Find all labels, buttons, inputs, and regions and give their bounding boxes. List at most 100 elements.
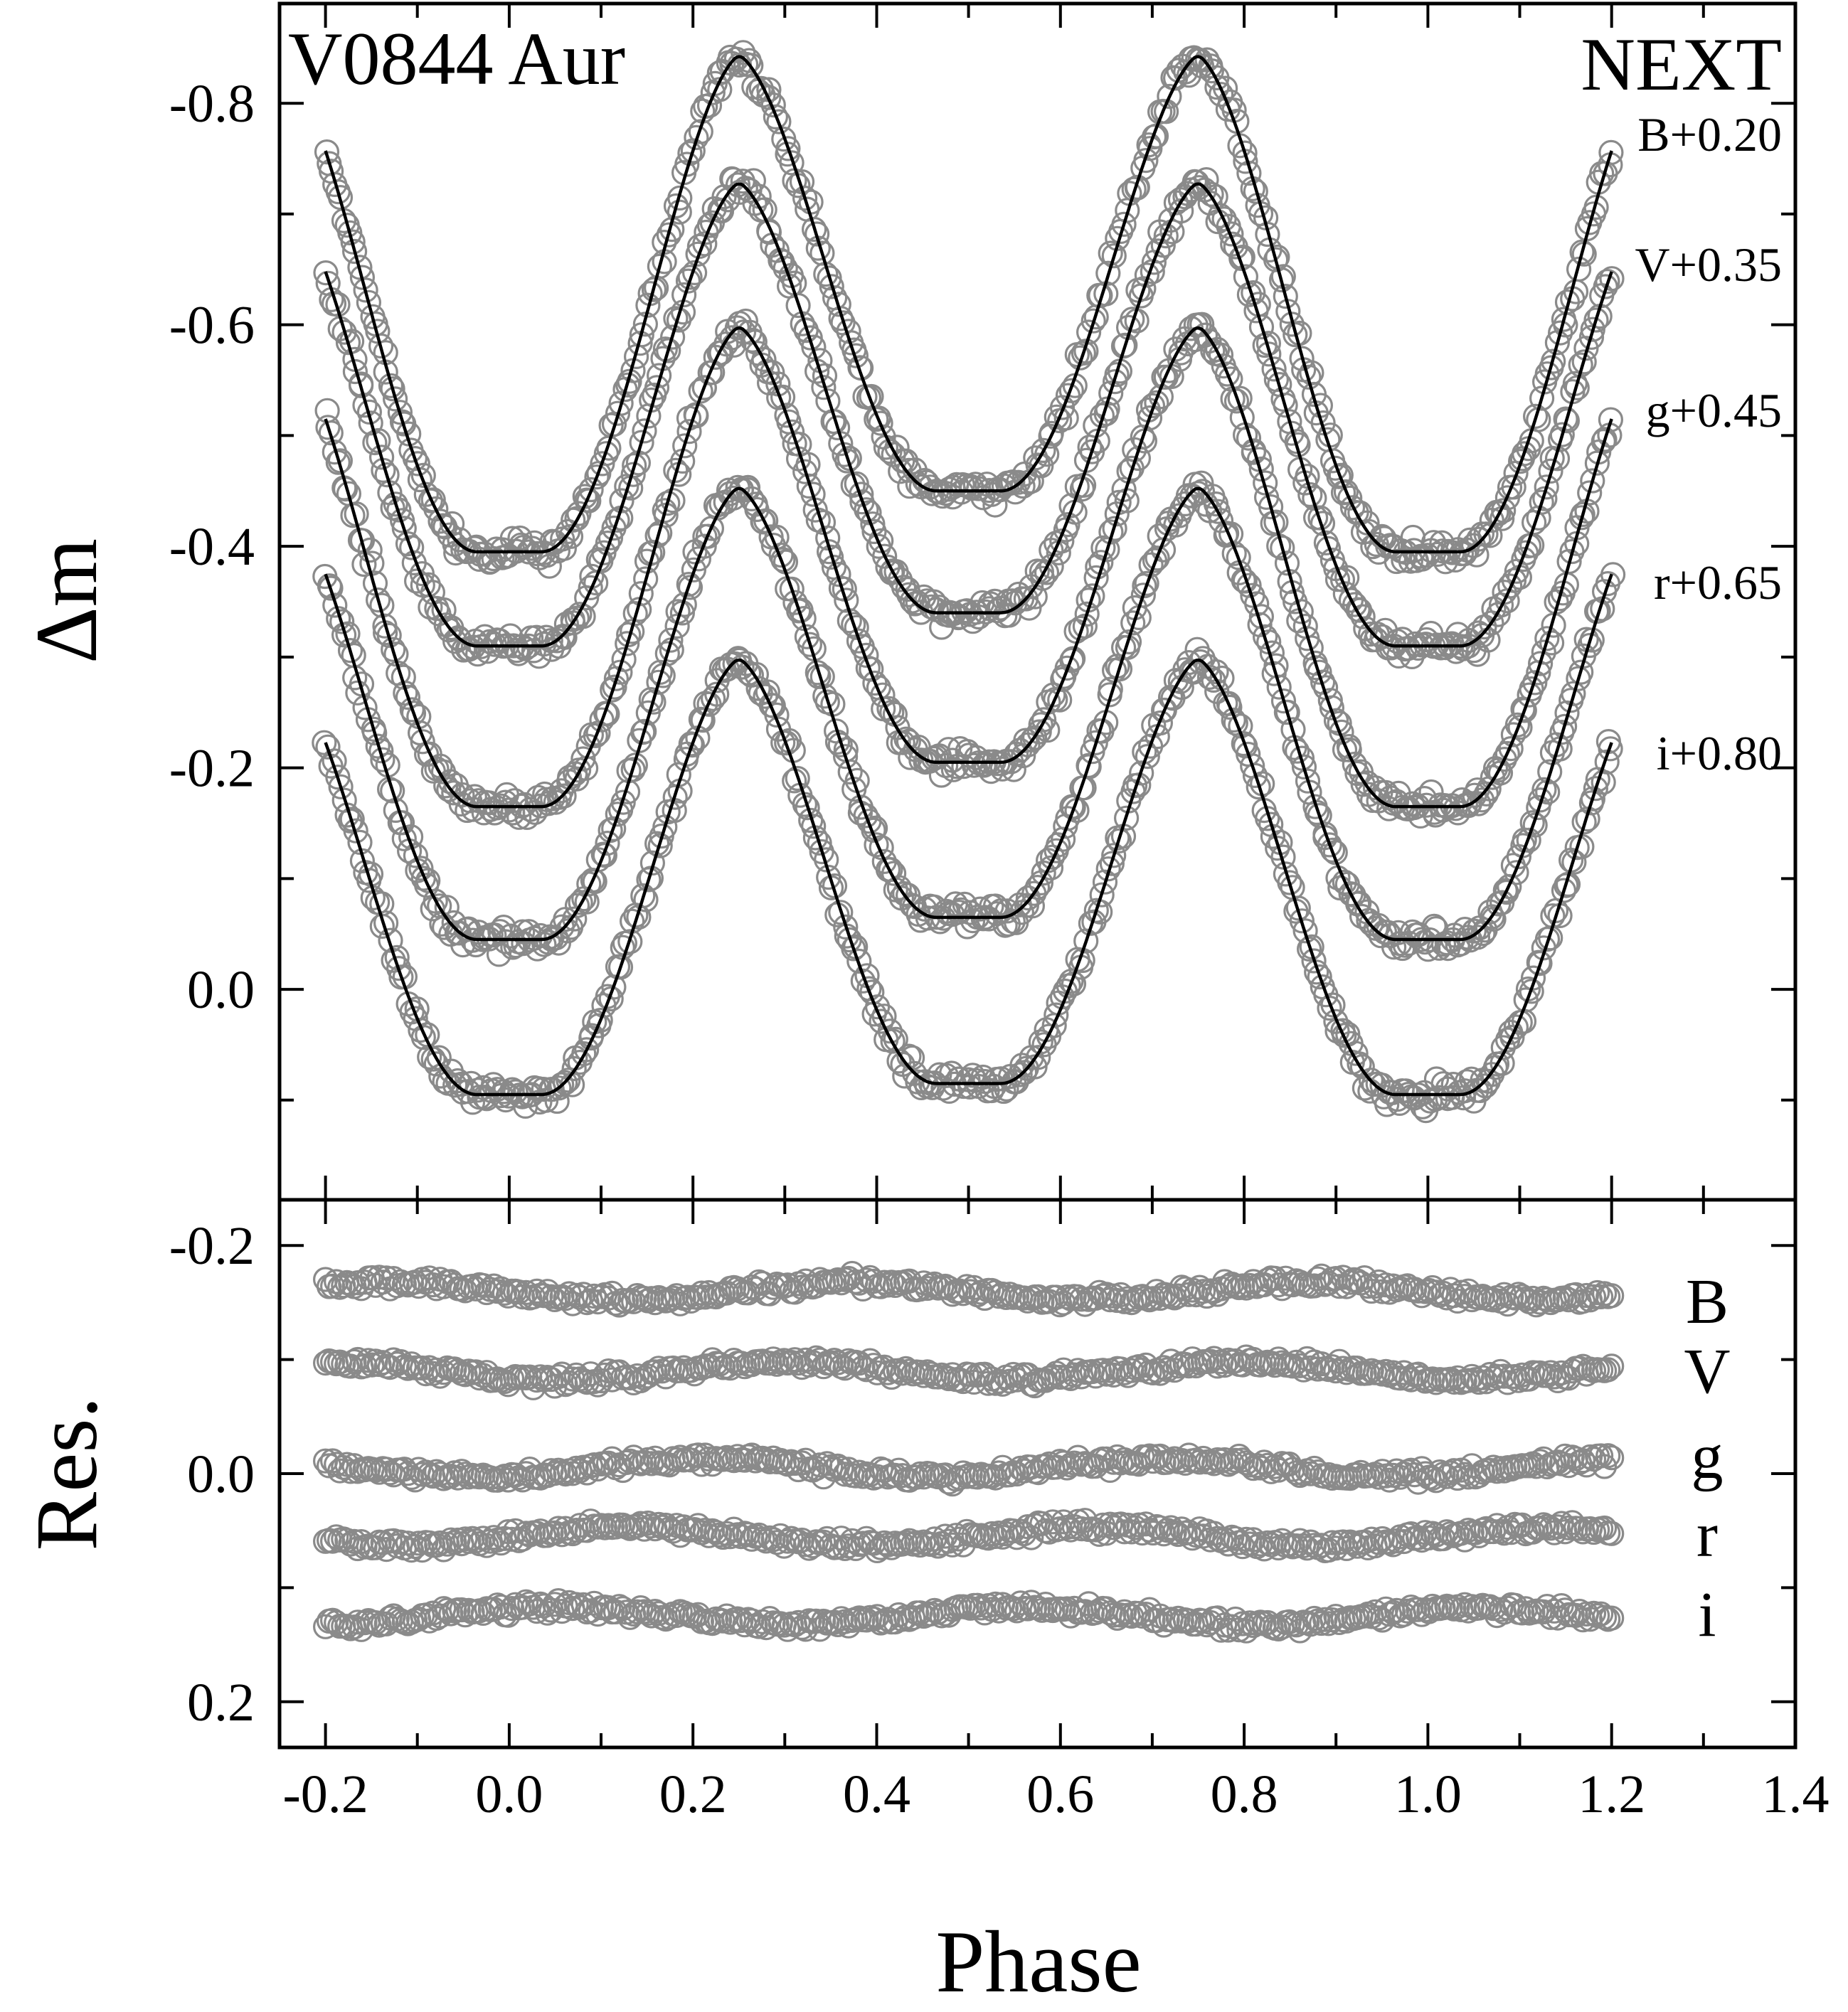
res-point-B	[1556, 1287, 1581, 1313]
lc-point-g+0.45	[1137, 405, 1163, 431]
y-tick-label: -0.6	[169, 296, 255, 356]
lc-point-i+0.80	[1320, 992, 1346, 1018]
lc-point-i+0.80	[877, 1018, 903, 1044]
lc-point-i+0.80	[704, 681, 730, 707]
res-point-g	[327, 1458, 353, 1484]
lc-point-B+0.20	[1031, 437, 1056, 464]
lc-point-V+0.35	[834, 448, 860, 474]
lc-point-V+0.35	[1497, 573, 1523, 599]
x-tick-label: 0.0	[475, 1765, 543, 1824]
lc-point-r+0.65	[869, 835, 894, 861]
lc-point-i+0.80	[1129, 760, 1154, 786]
lc-point-i+0.80	[1044, 1002, 1069, 1028]
res-point-B	[1233, 1275, 1259, 1301]
lc-point-V+0.35	[605, 507, 630, 533]
lc-point-B+0.20	[684, 124, 709, 150]
lc-point-i+0.80	[1246, 774, 1271, 800]
res-point-i	[567, 1595, 593, 1620]
lc-point-V+0.35	[1297, 481, 1323, 508]
res-point-B	[1581, 1284, 1607, 1309]
res-point-V	[1108, 1356, 1134, 1382]
res-point-V	[1599, 1353, 1625, 1379]
lc-point-B+0.20	[576, 488, 602, 513]
res-point-V	[1334, 1360, 1359, 1385]
lc-point-r+0.65	[1481, 906, 1507, 932]
lc-point-i+0.80	[410, 1024, 436, 1050]
lc-point-g+0.45	[676, 419, 702, 445]
lc-point-i+0.80	[549, 1072, 575, 1097]
lc-point-B+0.20	[1333, 479, 1359, 505]
lc-point-i+0.80	[807, 830, 832, 856]
lc-point-i+0.80	[1106, 828, 1132, 853]
lc-point-B+0.20	[1420, 530, 1447, 555]
lc-point-i+0.80	[1007, 1062, 1033, 1087]
lc-point-r+0.65	[592, 842, 618, 868]
lc-point-r+0.65	[1522, 812, 1548, 838]
lc-point-i+0.80	[1598, 736, 1623, 762]
y-tick-label: -0.2	[169, 739, 255, 799]
lc-point-i+0.80	[774, 730, 800, 756]
lc-point-V+0.35	[677, 265, 703, 290]
lc-point-V+0.35	[325, 292, 351, 317]
band-label-V+0.35: V+0.35	[1635, 238, 1782, 292]
res-point-r	[757, 1525, 782, 1550]
lc-point-i+0.80	[1489, 1050, 1515, 1076]
lc-point-i+0.80	[1343, 1040, 1369, 1066]
lc-point-g+0.45	[724, 315, 750, 341]
lc-point-B+0.20	[763, 104, 789, 129]
res-point-B	[1026, 1284, 1051, 1309]
lc-point-V+0.35	[313, 260, 339, 286]
lc-point-i+0.80	[1026, 1045, 1051, 1070]
lc-point-i+0.80	[841, 936, 866, 962]
lc-point-V+0.35	[824, 415, 851, 441]
lc-point-V+0.35	[671, 282, 697, 308]
lc-point-B+0.20	[801, 216, 827, 243]
lc-point-i+0.80	[378, 927, 403, 953]
lc-point-g+0.45	[1580, 468, 1605, 494]
lc-point-g+0.45	[376, 622, 402, 649]
lc-point-r+0.65	[1554, 700, 1580, 726]
lc-point-i+0.80	[1296, 936, 1322, 962]
lc-point-g+0.45	[1528, 651, 1554, 676]
lc-point-r+0.65	[408, 856, 434, 881]
lc-point-V+0.35	[533, 624, 559, 650]
lc-point-i+0.80	[828, 900, 854, 925]
res-point-g	[721, 1448, 747, 1474]
lc-point-r+0.65	[1295, 768, 1321, 794]
lc-point-B+0.20	[1058, 378, 1084, 403]
lc-point-g+0.45	[1140, 393, 1166, 419]
lc-point-g+0.45	[1208, 342, 1234, 368]
lc-point-B+0.20	[340, 229, 366, 255]
lc-point-B+0.20	[1328, 462, 1354, 488]
res-point-V	[395, 1356, 421, 1381]
lc-point-r+0.65	[1531, 777, 1557, 803]
lc-point-B+0.20	[481, 545, 506, 572]
lc-point-i+0.80	[1575, 806, 1600, 832]
res-point-i	[725, 1606, 750, 1632]
lc-point-g+0.45	[602, 674, 627, 700]
survey-annotation: NEXT	[1581, 23, 1782, 106]
lc-point-V+0.35	[1549, 422, 1575, 447]
lc-point-V+0.35	[1553, 406, 1578, 432]
lc-point-B+0.20	[1339, 495, 1366, 521]
lc-point-B+0.20	[342, 238, 368, 265]
lc-point-i+0.80	[1217, 694, 1243, 720]
lc-point-B+0.20	[1529, 385, 1555, 411]
lc-point-r+0.65	[864, 832, 889, 858]
residual-points	[313, 1260, 1625, 1644]
lc-point-g+0.45	[1035, 718, 1061, 743]
res-point-B	[1534, 1287, 1560, 1313]
res-point-B	[667, 1291, 693, 1316]
lc-point-V+0.35	[1350, 604, 1376, 629]
lc-point-V+0.35	[1261, 356, 1287, 382]
lc-point-B+0.20	[584, 464, 610, 490]
lc-point-r+0.65	[1031, 860, 1056, 886]
lc-point-V+0.35	[1310, 511, 1336, 536]
lc-point-g+0.45	[325, 449, 351, 475]
res-point-B	[1186, 1274, 1213, 1300]
lc-point-r+0.65	[1221, 541, 1247, 566]
lc-point-V+0.35	[772, 255, 798, 281]
fit-line-i+0.80	[324, 658, 1613, 1097]
lc-point-r+0.65	[1568, 659, 1594, 685]
